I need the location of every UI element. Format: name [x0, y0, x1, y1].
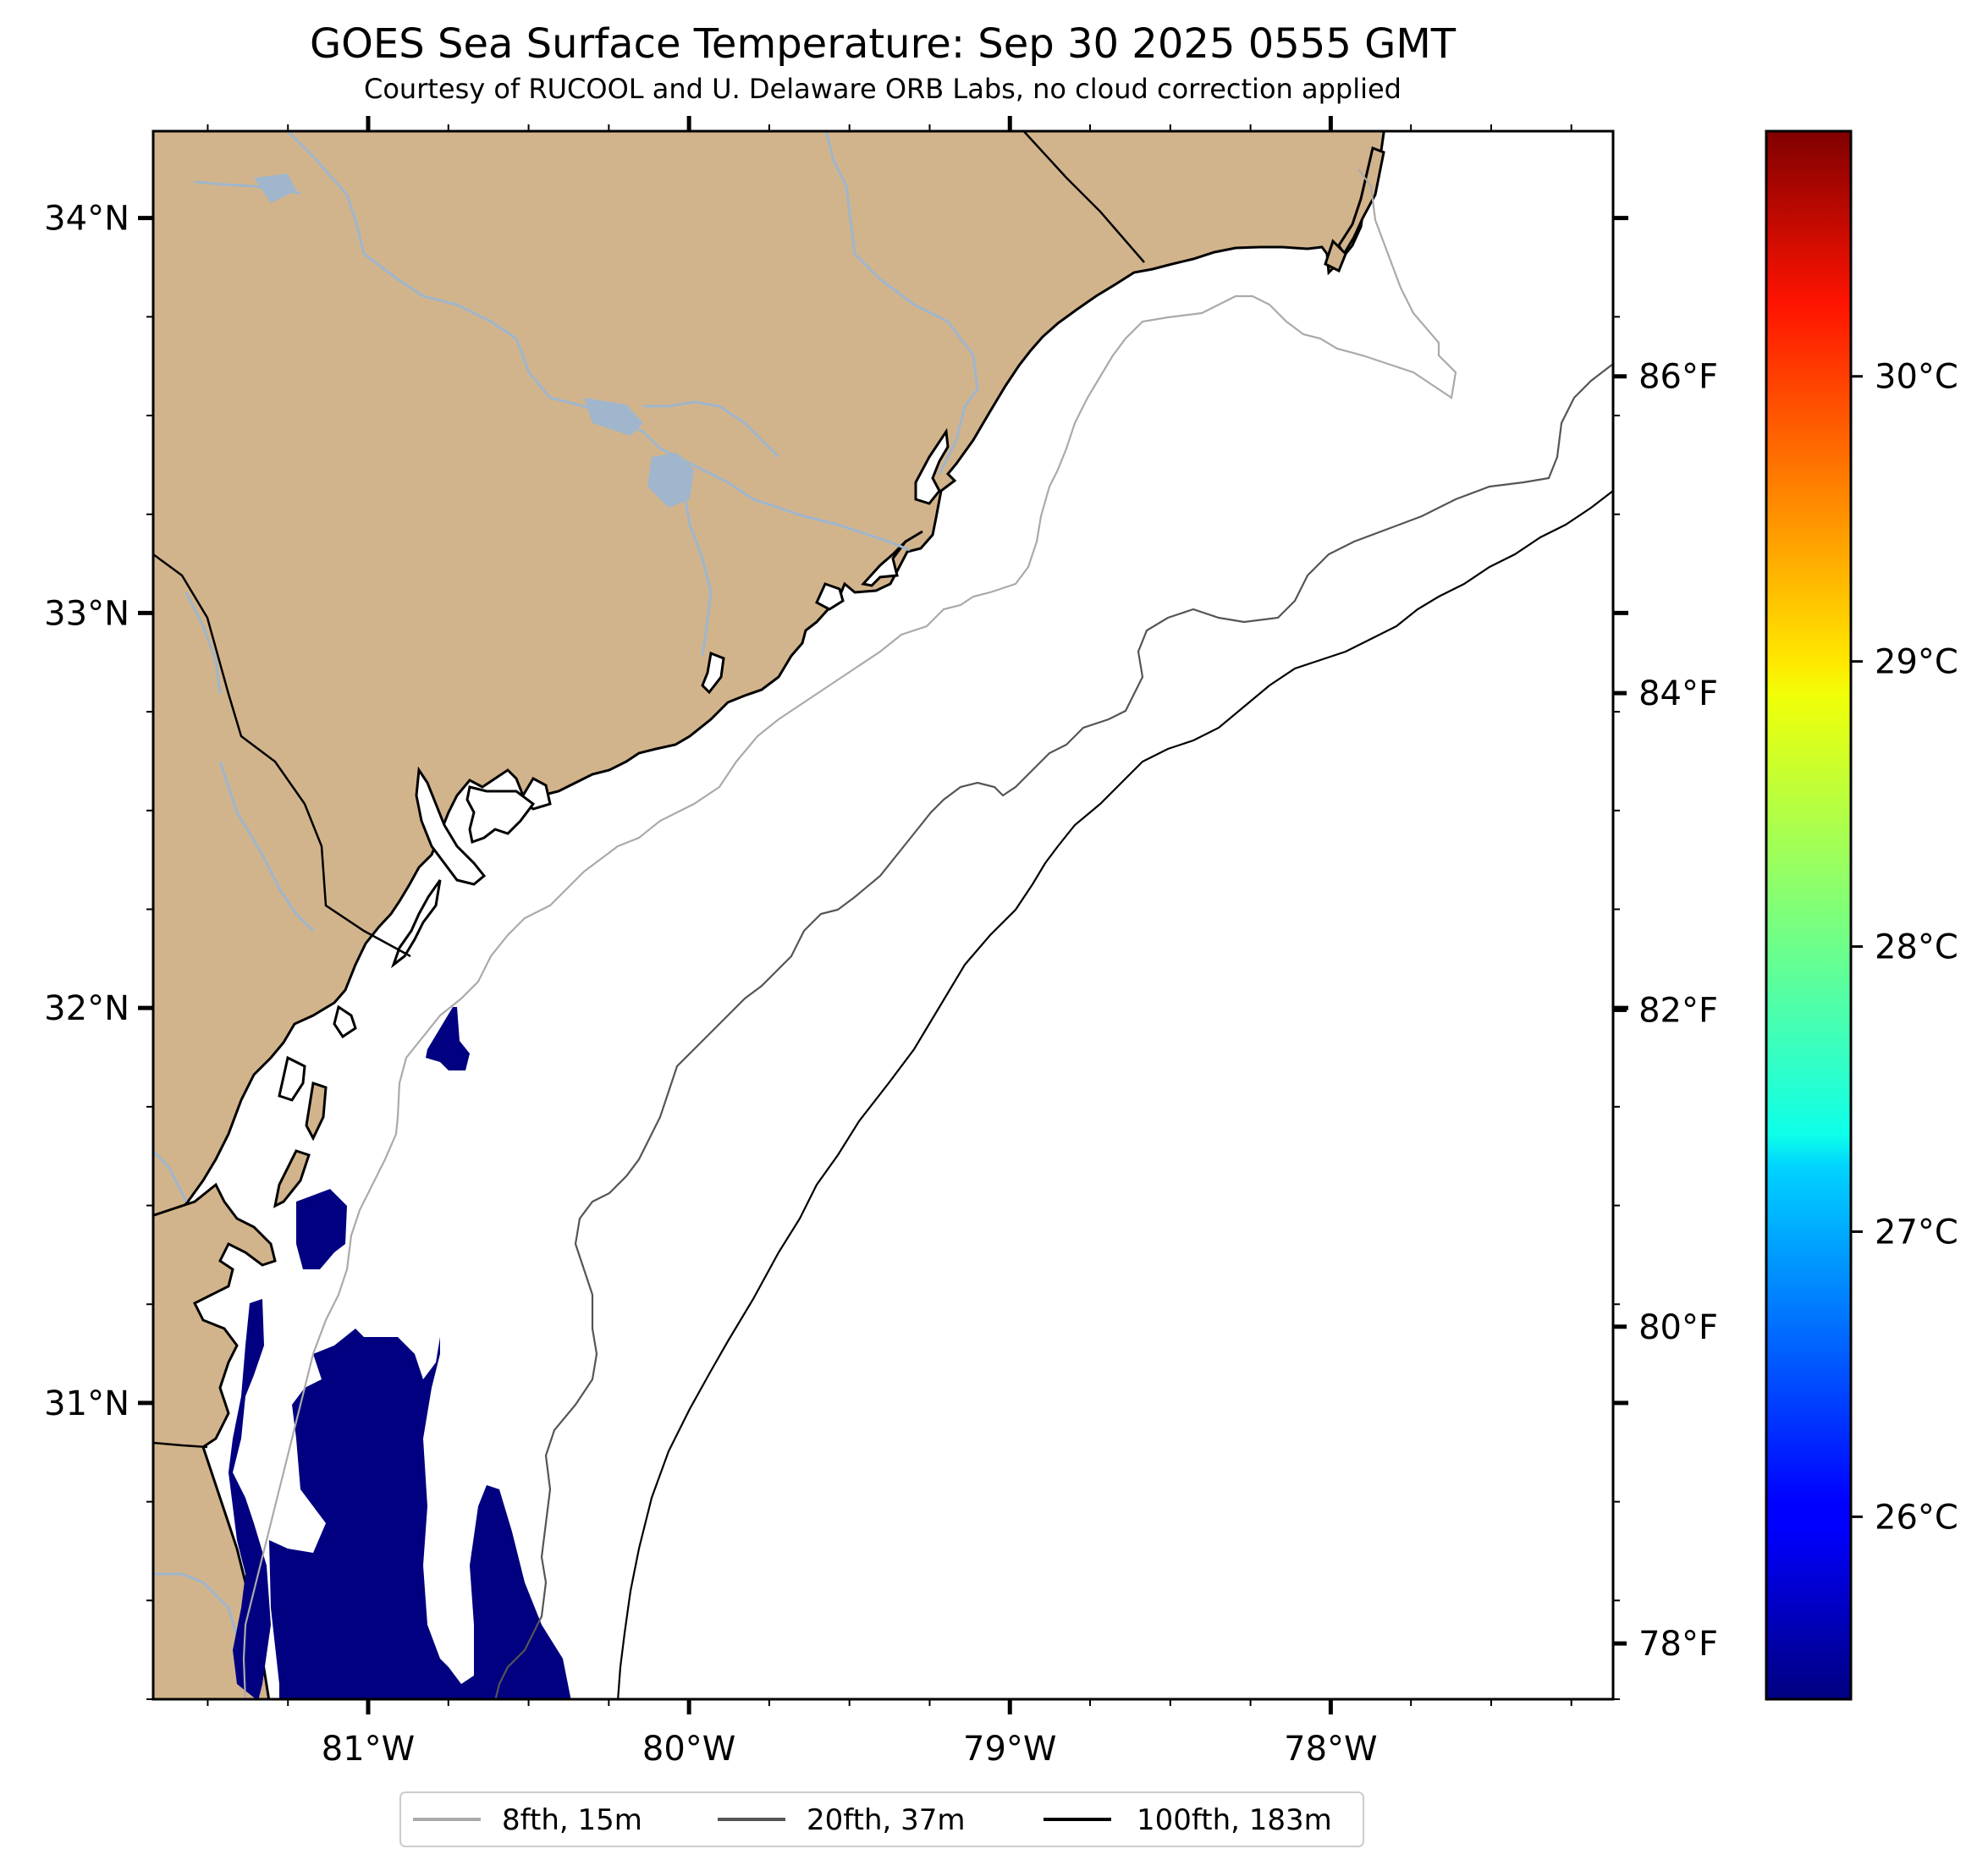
- inlet: [914, 427, 950, 505]
- inlet: [701, 651, 725, 695]
- celsius-tick-label: 28°C: [1875, 928, 1958, 967]
- lat-tick-label: 31°N: [44, 1384, 129, 1423]
- legend-label-8fth: 8fth, 15m: [502, 1803, 642, 1837]
- coastal-island: [305, 1081, 328, 1142]
- isobath-8fth: [242, 168, 1457, 1699]
- coastal-island: [1324, 239, 1347, 273]
- fahrenheit-tick-label: 84°F: [1638, 674, 1718, 713]
- map-frame: [151, 129, 1615, 1701]
- sst-pixels: [229, 1007, 571, 1699]
- fahrenheit-tick-label: 80°F: [1638, 1308, 1718, 1347]
- state-borders: [153, 131, 1145, 1449]
- isobath-legend: 8fth, 15m 20fth, 37m 100fth, 183m: [399, 1791, 1364, 1847]
- celsius-tick-label: 30°C: [1875, 358, 1958, 397]
- map-title: GOES Sea Surface Temperature: Sep 30 202…: [310, 20, 1457, 68]
- isobath-20fth: [494, 363, 1613, 1699]
- map-subtitle: Courtesy of RUCOOL and U. Delaware ORB L…: [364, 73, 1402, 105]
- lon-tick-label: 80°W: [642, 1730, 735, 1769]
- colorbar-ticks: 26°C 27°C 28°C 29°C 30°C 78°F 80°F 82°F 84°F 86°F: [1613, 358, 1958, 1664]
- legend-label-100fth: 100fth, 183m: [1137, 1803, 1332, 1837]
- colorbar: 26°C 27°C 28°C 29°C 30°C 78°F 80°F 82°F 84°F 86°F: [1613, 129, 1958, 1701]
- lon-tick-label: 81°W: [322, 1730, 415, 1769]
- fahrenheit-tick-label: 82°F: [1638, 991, 1718, 1030]
- lat-tick-label: 33°N: [44, 594, 129, 633]
- isobath-100fth: [617, 490, 1613, 1699]
- inlet: [415, 766, 487, 886]
- lat-tick-label: 32°N: [44, 989, 129, 1028]
- fahrenheit-tick-label: 78°F: [1638, 1625, 1718, 1664]
- inlet: [465, 785, 536, 844]
- celsius-tick-label: 29°C: [1875, 643, 1958, 682]
- colorbar-gradient: [1765, 129, 1853, 1701]
- land-mass-south: [153, 1182, 277, 1699]
- map-ticks: 81°W 80°W 79°W 78°W 34°N 33°N 32°N 31°N: [44, 116, 1628, 1769]
- lake: [584, 398, 643, 436]
- lon-tick-label: 79°W: [963, 1730, 1056, 1769]
- inlet: [278, 1055, 306, 1102]
- land-mass: [153, 131, 1385, 1241]
- inlet: [861, 530, 923, 587]
- celsius-tick-label: 27°C: [1875, 1213, 1958, 1252]
- fahrenheit-tick-label: 86°F: [1638, 358, 1718, 397]
- coastal-island: [1337, 146, 1385, 256]
- lat-tick-label: 34°N: [44, 200, 129, 239]
- inlet: [815, 582, 845, 611]
- map-panel[interactable]: 81°W 80°W 79°W 78°W 34°N 33°N 32°N 31°N: [44, 116, 1628, 1769]
- celsius-tick-label: 26°C: [1875, 1498, 1958, 1537]
- inlet: [390, 879, 442, 969]
- lon-tick-label: 78°W: [1284, 1730, 1377, 1769]
- inlet: [333, 1004, 357, 1039]
- legend-label-20fth: 20fth, 37m: [807, 1803, 966, 1837]
- lake: [647, 453, 694, 508]
- legend-box: [399, 1791, 1364, 1847]
- coastal-island: [273, 1149, 311, 1208]
- lake: [254, 173, 296, 203]
